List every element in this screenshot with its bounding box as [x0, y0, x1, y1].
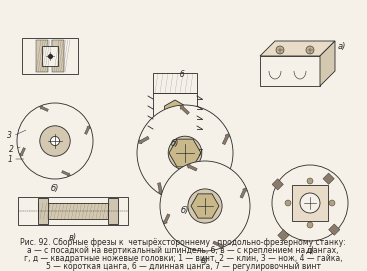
Text: д): д)	[305, 246, 315, 255]
Circle shape	[188, 189, 222, 223]
Text: б): б)	[51, 184, 59, 193]
Bar	[323, 173, 334, 184]
Text: Рис. 92. Сборные фрезы к  четырёхстороннему   продольно-фрезерному станку:: Рис. 92. Сборные фрезы к четырёхсторонне…	[20, 238, 346, 247]
Polygon shape	[165, 100, 185, 124]
Bar	[22, 38, 78, 74]
Text: б): б)	[181, 206, 189, 215]
Bar	[272, 179, 283, 190]
FancyArrow shape	[187, 164, 197, 171]
Circle shape	[50, 136, 59, 146]
FancyArrow shape	[84, 126, 90, 134]
Polygon shape	[169, 139, 201, 167]
Circle shape	[307, 178, 313, 184]
Circle shape	[179, 147, 191, 159]
FancyArrow shape	[163, 214, 170, 224]
FancyArrow shape	[240, 188, 247, 198]
FancyArrow shape	[20, 148, 25, 156]
Text: в): в)	[201, 256, 209, 265]
Polygon shape	[260, 56, 320, 86]
Circle shape	[200, 201, 210, 211]
Circle shape	[300, 193, 320, 213]
Bar	[18, 197, 128, 225]
Bar	[38, 198, 48, 224]
Circle shape	[40, 126, 70, 156]
Circle shape	[17, 103, 93, 179]
FancyArrow shape	[180, 106, 189, 115]
Circle shape	[160, 161, 250, 251]
Bar	[42, 46, 58, 66]
Circle shape	[329, 200, 335, 206]
Bar	[36, 40, 48, 72]
Bar	[38, 203, 108, 219]
Text: г, д — квадратные ножевые головки; 1 — винт, 2 — клин, 3 — нож, 4 — гайка,: г, д — квадратные ножевые головки; 1 — в…	[24, 254, 342, 263]
FancyArrow shape	[138, 136, 149, 144]
FancyArrow shape	[222, 134, 229, 145]
Bar	[278, 230, 289, 241]
Text: 1: 1	[7, 154, 12, 163]
FancyArrow shape	[205, 186, 217, 191]
Bar	[328, 224, 340, 235]
Circle shape	[285, 200, 291, 206]
FancyArrow shape	[62, 170, 70, 176]
Circle shape	[307, 222, 313, 228]
Bar	[292, 185, 328, 221]
FancyArrow shape	[157, 183, 163, 194]
Bar	[153, 73, 197, 93]
Text: 7: 7	[197, 149, 203, 158]
Circle shape	[276, 46, 284, 54]
FancyArrow shape	[213, 241, 223, 248]
Circle shape	[272, 165, 348, 241]
Text: 2: 2	[9, 144, 14, 153]
Text: б: б	[180, 70, 185, 79]
Text: б): б)	[171, 139, 179, 148]
Circle shape	[306, 46, 314, 54]
Bar	[108, 198, 118, 224]
Text: в): в)	[69, 233, 77, 242]
Text: 3: 3	[7, 131, 12, 140]
Circle shape	[137, 105, 233, 201]
Text: а): а)	[338, 41, 346, 50]
Polygon shape	[260, 41, 335, 56]
Polygon shape	[320, 41, 335, 86]
Text: 5 — короткая цанга, 6 — длинная цанга, 7 — регулировочный винт: 5 — короткая цанга, 6 — длинная цанга, 7…	[46, 262, 320, 271]
FancyArrow shape	[40, 106, 48, 111]
Bar	[52, 40, 64, 72]
Text: а — с посадкой на вертикальный шпиндель, б, в — с креплением на цангах,: а — с посадкой на вертикальный шпиндель,…	[27, 246, 339, 255]
Bar	[153, 93, 197, 131]
Polygon shape	[191, 194, 219, 218]
Circle shape	[168, 136, 202, 170]
